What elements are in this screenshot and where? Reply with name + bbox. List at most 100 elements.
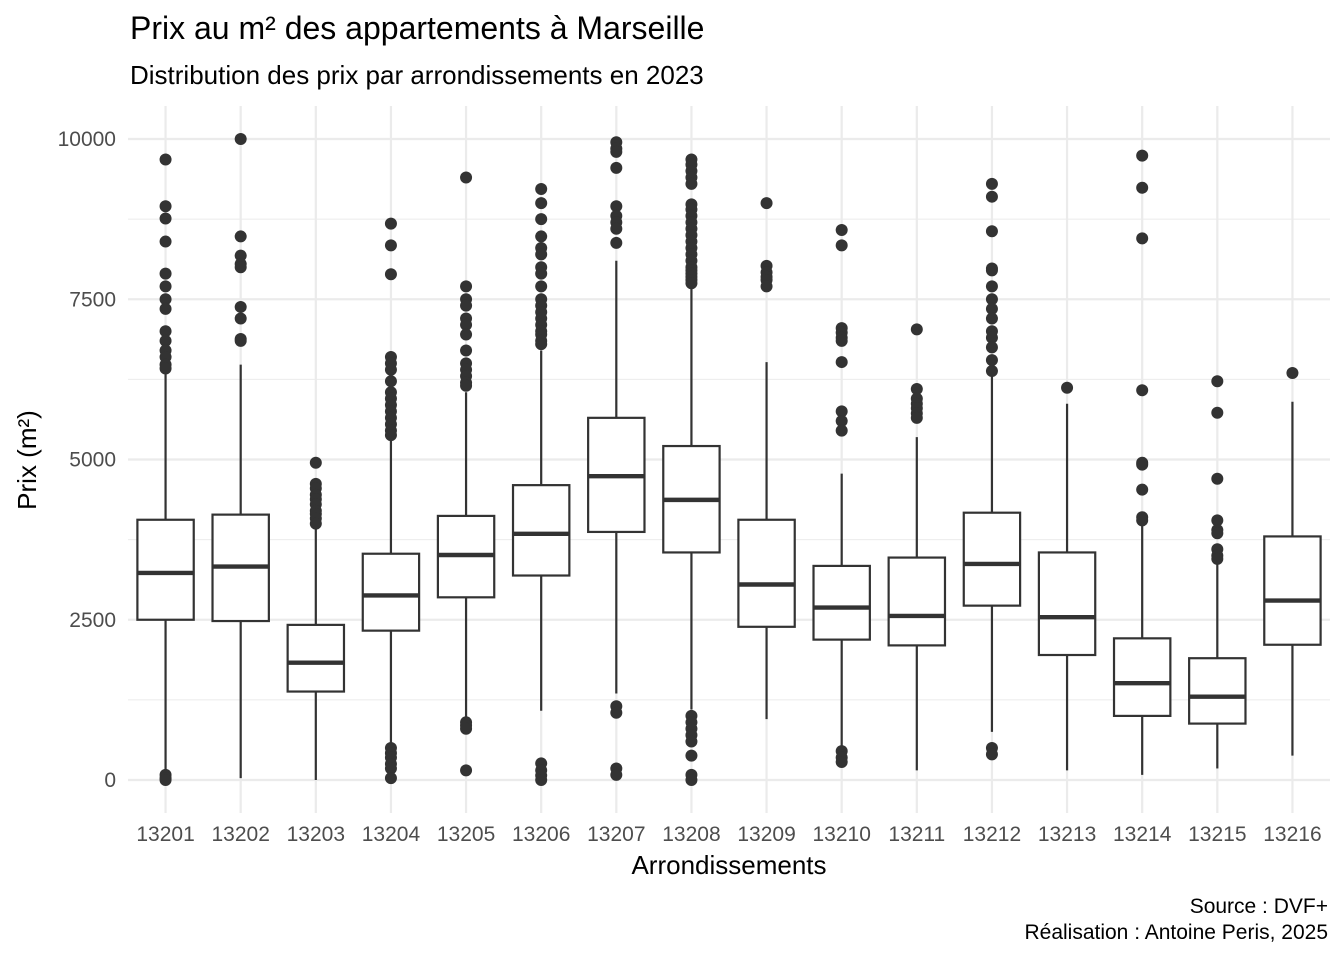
outlier-point [234, 261, 247, 274]
outlier-point [1136, 181, 1149, 194]
x-tick-label: 13205 [437, 823, 495, 846]
outlier-point [835, 224, 848, 237]
outlier-point [1136, 458, 1149, 471]
outlier-point [234, 312, 247, 325]
x-tick-label: 13215 [1188, 823, 1246, 846]
caption-source: Source : DVF+ [1189, 895, 1328, 918]
outlier-point [835, 239, 848, 252]
outlier-point [1136, 483, 1149, 496]
y-tick-labels: 0 2500 5000 7500 10000 [58, 128, 116, 792]
box-13211 [887, 323, 947, 771]
outlier-point [835, 334, 848, 347]
x-tick-label: 13207 [587, 823, 645, 846]
x-tick-label: 13208 [662, 823, 720, 846]
box-13206 [511, 182, 571, 786]
box-iqr [511, 484, 571, 577]
outlier-point [835, 356, 848, 369]
outlier-point [1211, 552, 1224, 565]
outlier-point [835, 415, 848, 428]
outlier-point [535, 197, 548, 210]
outlier-point [985, 302, 998, 315]
outlier-point [1136, 149, 1149, 162]
outlier-point [685, 774, 698, 786]
outlier-point [985, 365, 998, 378]
x-tick-label: 13212 [963, 823, 1021, 846]
outlier-point [384, 375, 397, 388]
outlier-point [460, 379, 473, 392]
outlier-point [535, 267, 548, 280]
box-iqr [737, 518, 796, 628]
x-axis-title: Arrondissements [631, 850, 826, 880]
outlier-point [460, 171, 473, 184]
outlier-point [384, 239, 397, 252]
outlier-point [985, 331, 998, 344]
outlier-point [910, 382, 923, 395]
outlier-point [384, 429, 397, 442]
y-tick-label: 2500 [69, 609, 116, 632]
outlier-point [159, 293, 172, 306]
box-iqr [812, 564, 871, 641]
outlier-point [685, 277, 698, 290]
outlier-point [610, 145, 623, 158]
outlier-point [835, 756, 848, 769]
boxplot-series [136, 133, 1322, 786]
outlier-point [610, 768, 623, 781]
outlier-point [460, 764, 473, 777]
x-tick-label: 13203 [287, 823, 345, 846]
outlier-point [460, 280, 473, 293]
box-13203 [286, 456, 346, 780]
y-tick-label: 0 [104, 769, 116, 792]
x-tick-label: 13204 [362, 823, 421, 846]
box-iqr [887, 556, 947, 647]
box-iqr [1037, 551, 1097, 657]
outlier-point [234, 300, 247, 313]
box-13214 [1112, 149, 1172, 775]
outlier-point [159, 280, 172, 293]
box-13207 [587, 136, 646, 781]
outlier-point [985, 748, 998, 761]
outlier-point [535, 230, 548, 243]
outlier-point [910, 323, 923, 336]
outlier-point [159, 200, 172, 213]
box-13213 [1037, 381, 1097, 771]
outlier-point [610, 236, 623, 249]
outlier-point [760, 197, 773, 210]
outlier-point [610, 161, 623, 174]
box-13209 [737, 197, 796, 720]
box-13201 [136, 153, 195, 786]
outlier-point [1211, 472, 1224, 485]
outlier-point [835, 424, 848, 437]
x-tick-label: 13211 [888, 823, 945, 846]
outlier-point [460, 299, 473, 312]
x-tick-label: 13209 [737, 823, 795, 846]
outlier-point [1211, 375, 1224, 388]
outlier-point [985, 280, 998, 293]
outlier-point [535, 338, 548, 351]
box-13216 [1263, 366, 1322, 756]
outlier-point [685, 749, 698, 762]
outlier-point [760, 280, 773, 293]
x-tick-labels: 13201 13202 13203 13204 13205 13206 13207 13208… [136, 823, 1321, 846]
box-iqr [286, 623, 346, 693]
box-13212 [962, 177, 1022, 761]
x-tick-label: 13216 [1263, 823, 1321, 846]
box-iqr [1263, 535, 1322, 646]
outlier-point [460, 318, 473, 331]
outlier-point [234, 334, 247, 347]
outlier-point [685, 177, 698, 190]
box-iqr [962, 511, 1022, 607]
y-axis-title: Prix (m²) [12, 410, 42, 510]
outlier-point [384, 762, 397, 775]
box-13208 [662, 153, 721, 786]
box-13205 [436, 171, 496, 777]
outlier-point [159, 325, 172, 338]
chart-subtitle: Distribution des prix par arrondissement… [130, 60, 704, 90]
outlier-point [985, 354, 998, 367]
outlier-point [1211, 514, 1224, 527]
outlier-point [159, 774, 172, 786]
outlier-point [985, 293, 998, 306]
outlier-point [159, 153, 172, 166]
outlier-point [610, 222, 623, 235]
outlier-point [535, 248, 548, 261]
x-tick-label: 13214 [1113, 823, 1172, 846]
